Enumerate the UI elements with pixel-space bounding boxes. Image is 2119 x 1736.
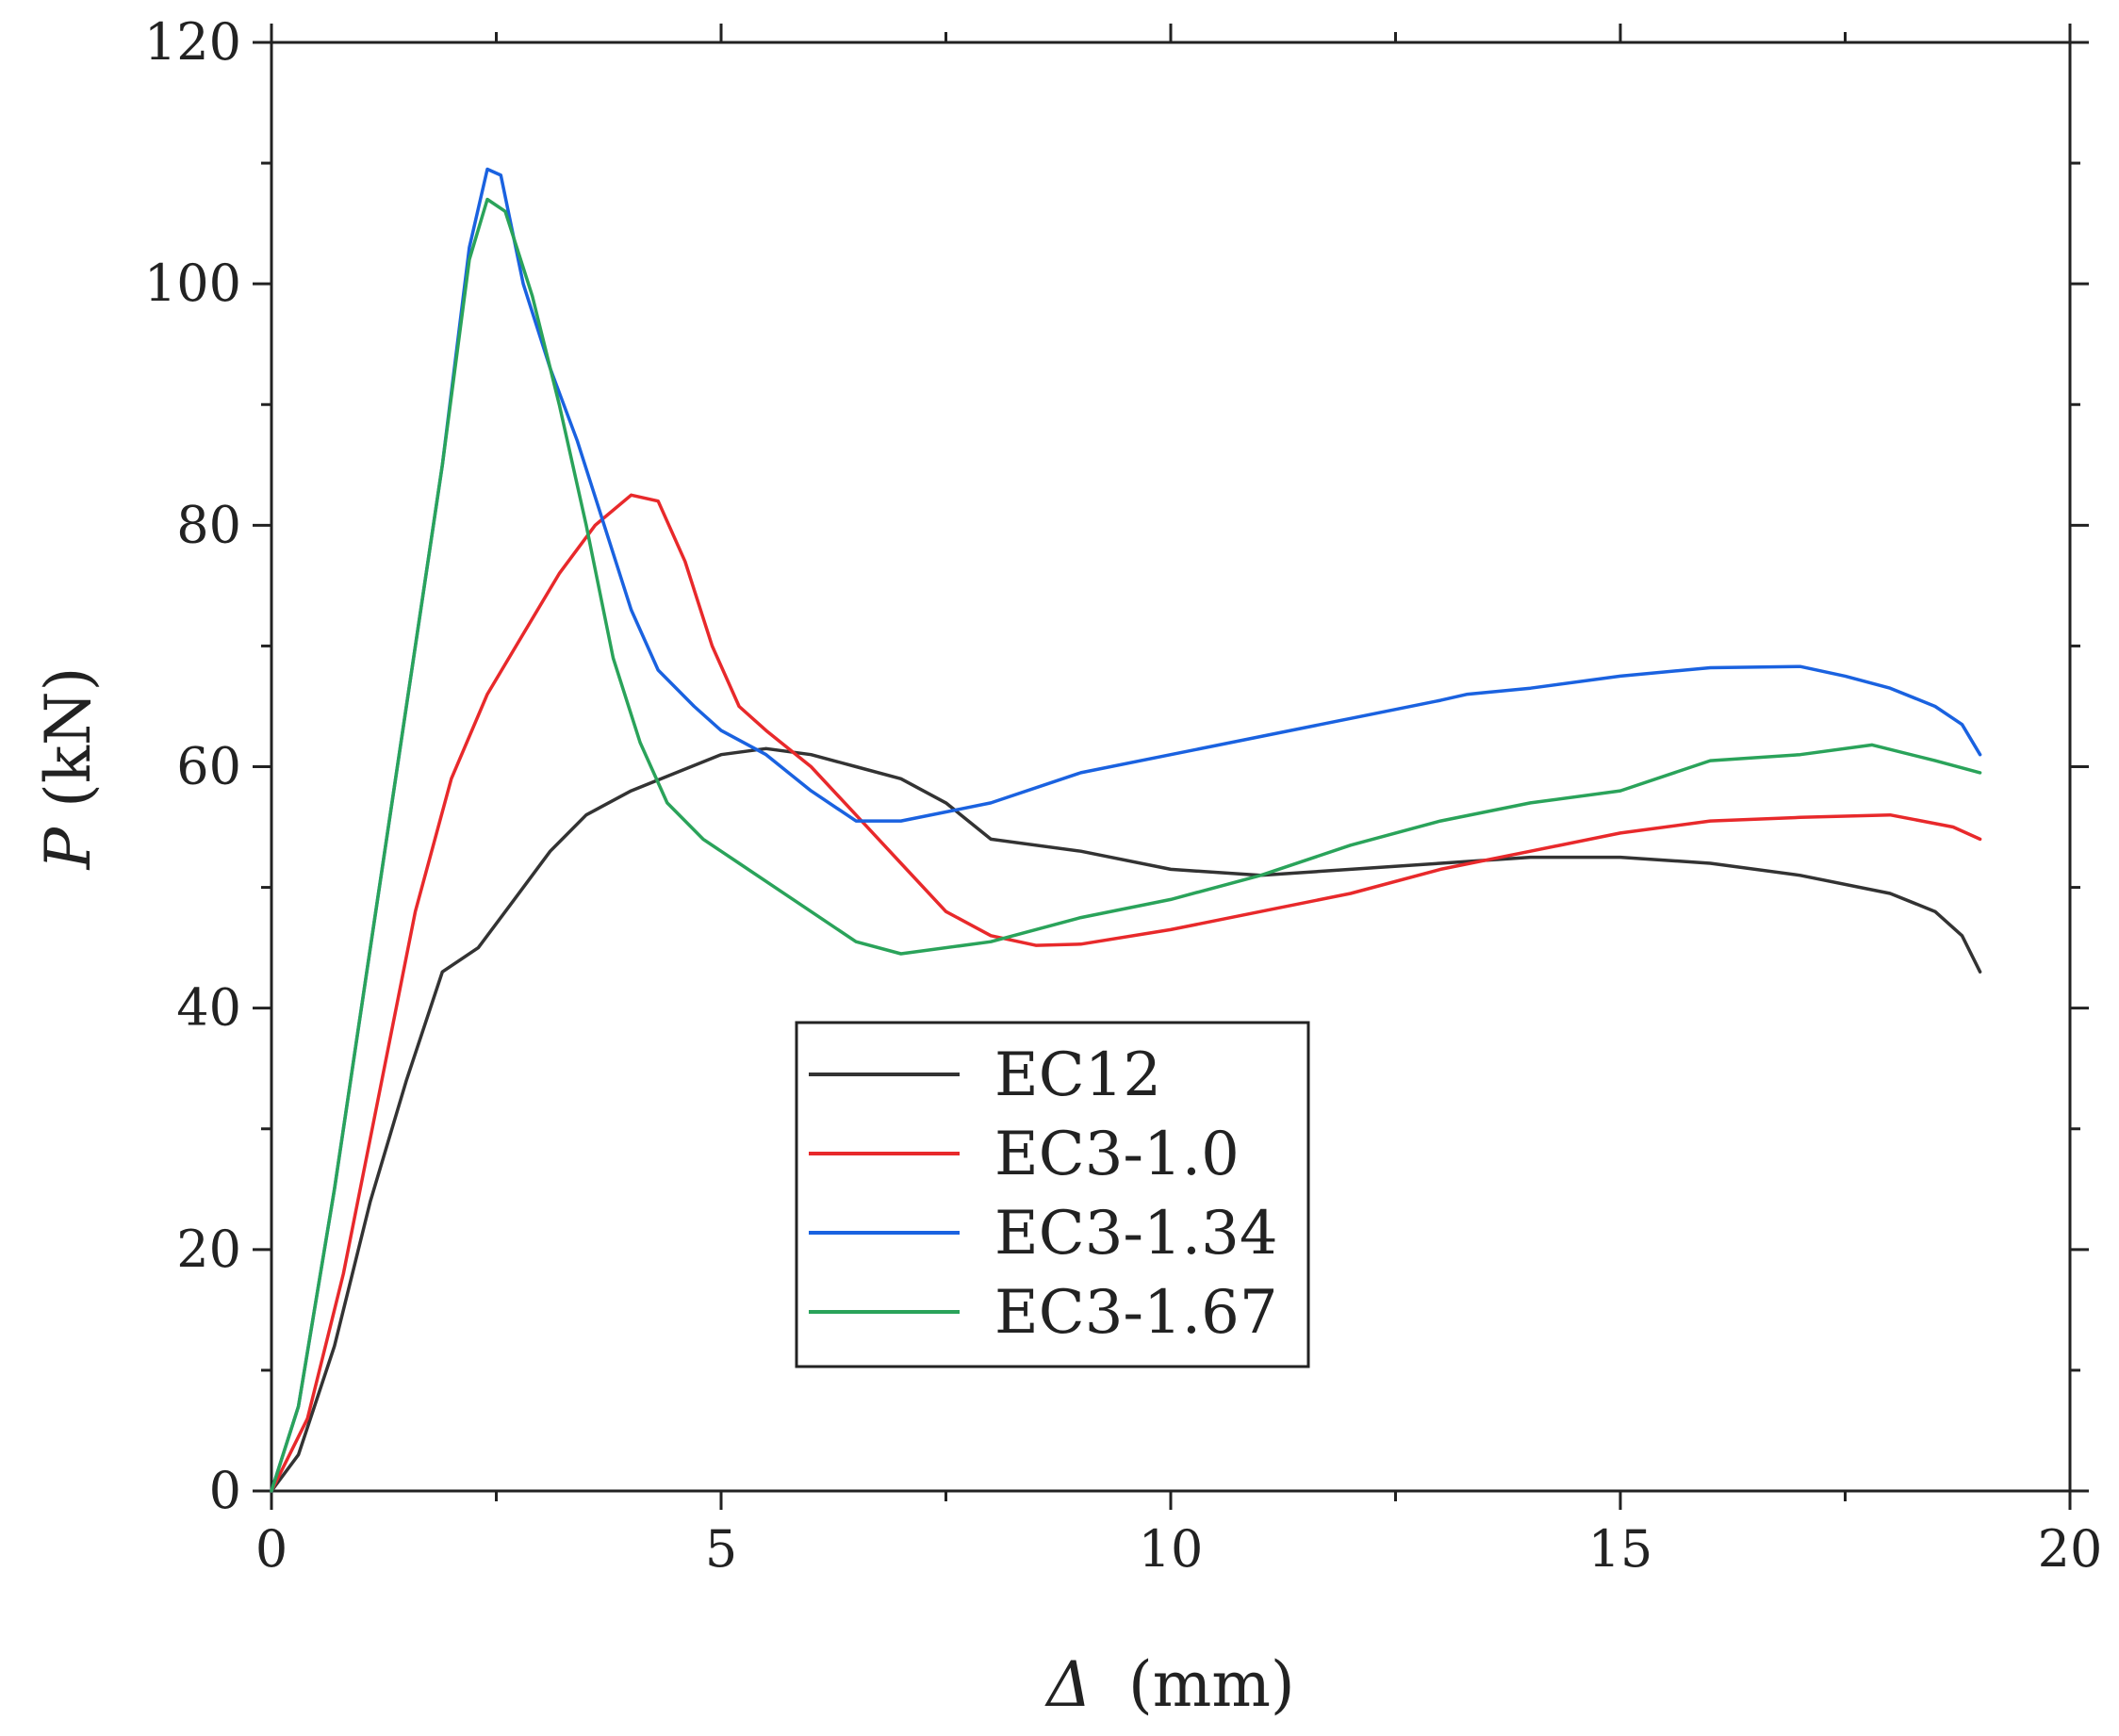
x-tick-label: 0 — [255, 1519, 287, 1579]
y-axis-ticks: 0 20 40 60 80 100 120 — [144, 12, 2089, 1520]
series-layer — [270, 167, 1982, 1493]
x-axis-unit: (mm) — [1128, 1648, 1295, 1721]
legend: EC12 EC3-1.0 EC3-1.34 EC3-1.67 — [795, 1021, 1310, 1368]
y-tick-label: 80 — [176, 495, 241, 554]
y-tick-label: 120 — [144, 12, 241, 72]
series-line-ec3-1-34 — [270, 167, 1982, 1493]
series-line-ec3-1-67 — [270, 197, 1982, 1493]
y-tick-label: 40 — [176, 978, 241, 1038]
legend-label: EC12 — [994, 1040, 1161, 1110]
x-tick-label: 20 — [2038, 1519, 2103, 1579]
series-line-ec3-1-0 — [270, 493, 1982, 1493]
x-tick-label: 15 — [1588, 1519, 1653, 1579]
legend-label: EC3-1.34 — [994, 1199, 1278, 1269]
y-axis-symbol: P — [32, 826, 105, 870]
y-axis-title: P (kN) — [32, 667, 105, 871]
y-tick-label: 0 — [209, 1461, 241, 1520]
legend-box — [795, 1021, 1310, 1368]
y-tick-label: 100 — [144, 254, 241, 313]
y-tick-label: 60 — [176, 737, 241, 796]
series-line-ec12 — [270, 746, 1982, 1493]
x-axis-symbol: Δ — [1043, 1648, 1092, 1721]
legend-label: EC3-1.67 — [994, 1278, 1278, 1348]
y-tick-label: 20 — [176, 1220, 241, 1279]
x-tick-label: 10 — [1139, 1519, 1204, 1579]
x-tick-label: 5 — [705, 1519, 737, 1579]
x-axis-title: Δ (mm) — [1043, 1648, 1294, 1721]
x-axis-ticks: 0 5 10 15 20 — [255, 24, 2103, 1579]
y-axis-unit: (kN) — [32, 667, 105, 808]
legend-label: EC3-1.0 — [994, 1120, 1240, 1189]
